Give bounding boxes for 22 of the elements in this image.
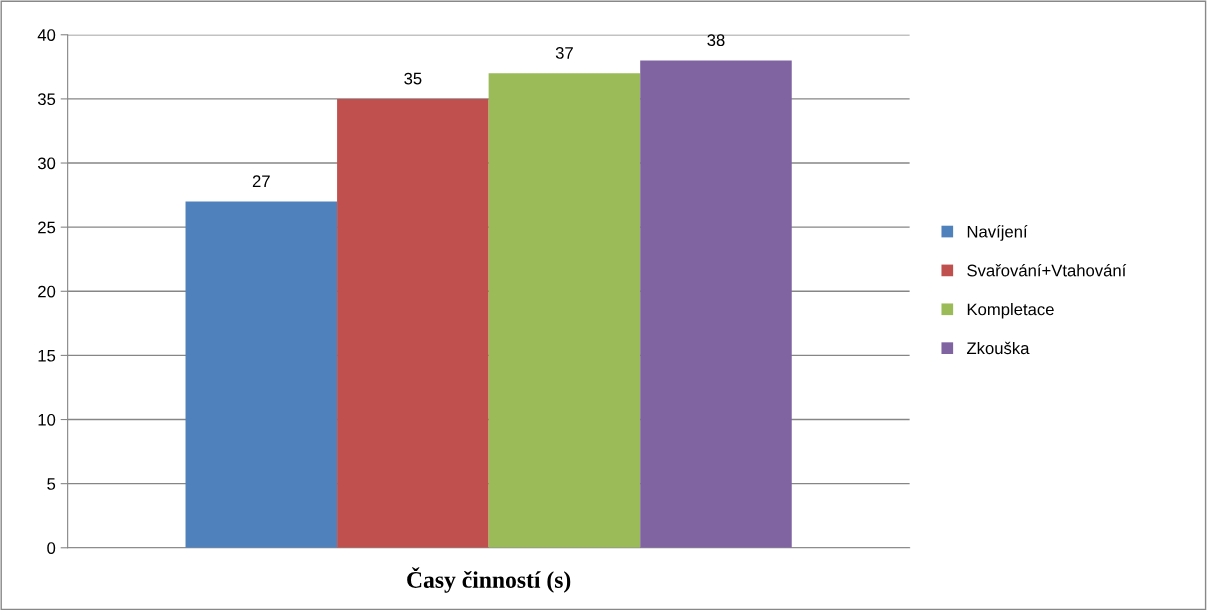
legend-label: Kompletace	[967, 303, 1054, 319]
y-tick-label: 5	[47, 478, 56, 490]
x-tick-label: Časy činností (s)	[407, 567, 571, 593]
legend-label: Navíjení	[967, 225, 1028, 241]
bar	[640, 60, 792, 548]
y-tick-label: 0	[47, 542, 56, 554]
y-tick-label: 35	[37, 93, 56, 106]
data-label: 35	[404, 72, 422, 85]
legend-label: Svařování+Vtahování	[967, 263, 1127, 277]
y-tick-label: 20	[38, 285, 56, 298]
y-tick-label: 40	[37, 29, 56, 41]
data-label: 38	[707, 34, 725, 47]
data-label: 27	[252, 175, 270, 187]
data-label: 37	[555, 47, 573, 59]
bar	[185, 201, 338, 548]
legend-label: Zkouška	[966, 341, 1030, 355]
bar	[337, 98, 489, 548]
y-tick-label: 25	[38, 221, 56, 234]
y-tick-label: 30	[37, 157, 56, 170]
y-tick-label: 15	[38, 349, 56, 362]
y-tick-label: 10	[38, 413, 56, 426]
bar	[488, 73, 641, 548]
